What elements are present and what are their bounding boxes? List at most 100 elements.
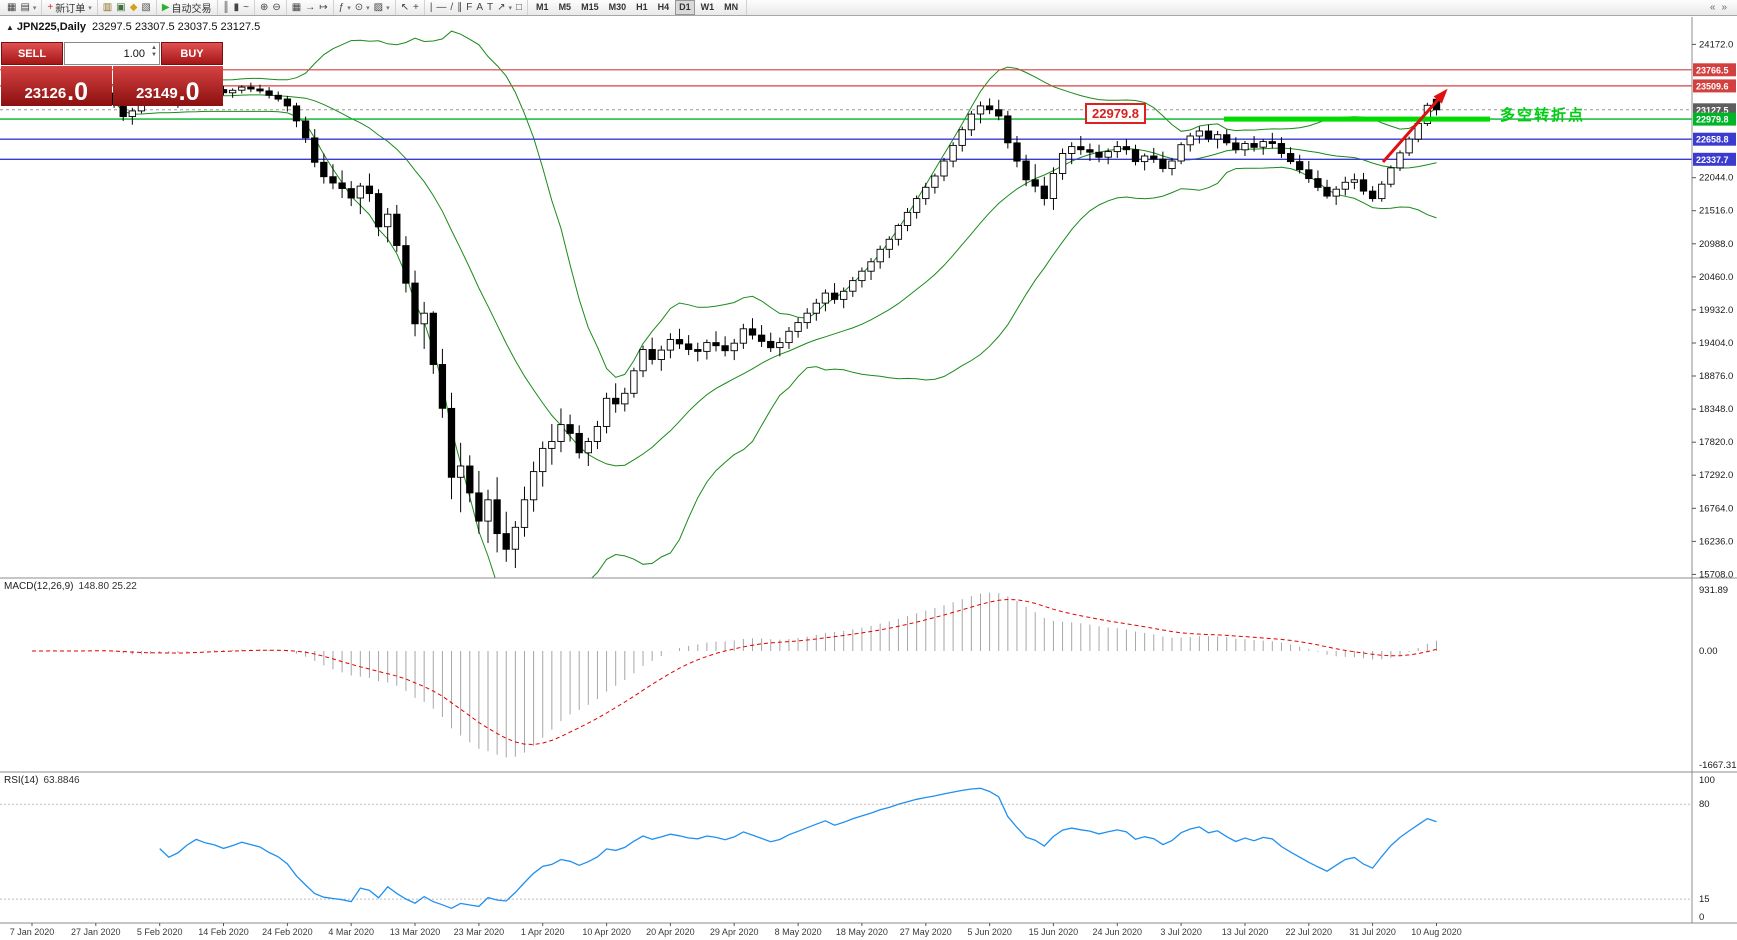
new-order-button[interactable]: + 新订单 ▾ [45,1,93,16]
svg-text:24172.0: 24172.0 [1699,39,1733,50]
horizontal-line-icon[interactable]: — [434,1,448,15]
bid-price-pips: .0 [67,78,89,106]
candlestick-series [28,80,1441,568]
scale-label-22979.8 [1693,112,1736,126]
cursor-icon: ↖ [400,1,409,13]
trendline-icon: / [450,1,454,13]
turning-point-label[interactable]: 多空转折点 [1500,107,1586,124]
macd-pane [32,592,1437,758]
zoom-in-icon[interactable]: ⊕ [258,1,270,15]
navigator-icon[interactable]: ◆ [128,1,140,15]
ask-price-button[interactable]: 23149.0 [112,66,223,106]
timeframe-m15[interactable]: M15 [581,2,599,12]
volume-stepper[interactable]: ▲ ▼ [151,45,157,59]
autotrading-button: ▶ [161,1,170,13]
stepper-up-icon[interactable]: ▲ [151,45,157,51]
chevron-down-icon[interactable]: ▾ [508,4,512,12]
breakout-arrow-head [1433,88,1448,104]
ask-price: 23149 [135,85,178,102]
data-window-icon[interactable]: ▣ [114,1,127,15]
svg-text:31 Jul 2020: 31 Jul 2020 [1349,927,1396,937]
crosshair-icon[interactable]: + [411,1,421,15]
terminal-icon[interactable]: ▧ [139,1,152,15]
svg-text:3 Jul 2020: 3 Jul 2020 [1160,927,1202,937]
svg-text:22337.7: 22337.7 [1696,155,1729,165]
svg-text:22658.8: 22658.8 [1696,135,1729,145]
stepper-down-icon[interactable]: ▼ [151,52,157,58]
chevron-down-icon[interactable]: ▾ [32,4,37,12]
chevron-down-icon[interactable]: ▾ [366,4,370,12]
line-chart-icon[interactable]: ~ [241,1,251,15]
auto-scroll-icon[interactable]: → [303,1,317,15]
toolbar-prev-icon[interactable]: « [1709,2,1716,13]
new-order-button-label: 新订单 [55,4,86,15]
timeframe-mn[interactable]: MN [724,2,739,12]
svg-text:100: 100 [1699,775,1715,786]
rsi-label: RSI(14) 63.8846 [4,775,80,786]
channel-icon[interactable]: ∥ [455,1,464,15]
svg-text:15: 15 [1699,894,1710,905]
arrow-tool-icon[interactable]: ↗ ▾ [495,1,514,15]
timeframe-w1[interactable]: W1 [700,2,715,12]
svg-text:23509.6: 23509.6 [1696,81,1729,91]
chart-shift-icon[interactable]: ↦ [317,1,329,15]
market-watch-icon: ▥ [102,1,113,13]
timeframe-m30[interactable]: M30 [608,2,627,12]
volume-value: 1.00 [123,47,145,60]
price-scale[interactable]: 24172.0 22044.0 21516.0 20988.0 20460.0 19932… [1692,39,1737,923]
timeframe-d1[interactable]: D1 [675,0,695,15]
breakout-arrow[interactable] [1381,93,1445,163]
chevron-down-icon[interactable]: ▾ [386,4,390,12]
svg-text:17292.0: 17292.0 [1699,470,1733,481]
price-callout[interactable]: 22979.8 [1085,103,1146,124]
timeframe-h1[interactable]: H1 [636,2,648,12]
chevron-down-icon[interactable]: ▾ [88,4,92,12]
new-chart-icon[interactable]: ▦ [5,1,18,15]
sell-button[interactable]: SELL [1,42,63,65]
main-toolbar: ▦ ▤ ▾ + 新订单 ▾ ▥ ▣ ◆ ▧ ▶ 自动交易 ║ ▮ ~ ⊕ ⊖ ▦ → ↦ ƒ ▾ ⊙ ▾ ▨ ▾ ↖ + | — / ∥ F A T… [0,0,1737,16]
tile-windows-icon[interactable]: ▦ [290,1,303,15]
bid-price-button[interactable]: 23126.0 [1,66,112,106]
chart-profiles-icon: ▤ [20,1,30,13]
one-click-toggle-icon[interactable]: ▲ [6,23,14,32]
candlestick-chart-icon[interactable]: ▮ [232,1,242,15]
pivot-zone-segment[interactable] [1224,116,1490,122]
indicators-icon[interactable]: ƒ ▾ [337,1,353,15]
symbol-period-label: JPN225,Daily [16,21,87,33]
bid-price: 23126 [24,85,67,102]
shapes-icon[interactable]: □ [514,1,524,15]
buy-button[interactable]: BUY [161,42,223,65]
autotrading-button-label: 自动交易 [171,4,212,15]
timeframe-h4[interactable]: H4 [657,2,670,12]
svg-text:0: 0 [1699,912,1704,923]
zoom-out-icon[interactable]: ⊖ [270,1,282,15]
bar-chart-icon[interactable]: ║ [221,1,232,15]
candlestick-chart-icon: ▮ [233,1,240,13]
toolbar-next-icon[interactable]: » [1721,2,1727,13]
fibonacci-icon[interactable]: F [464,1,474,15]
templates-icon[interactable]: ▨ ▾ [372,1,392,15]
chart-profiles-icon[interactable]: ▤ ▾ [18,1,38,15]
scale-label-23766.5 [1693,63,1736,77]
timeframe-m1[interactable]: M1 [536,2,549,12]
market-watch-icon[interactable]: ▥ [101,1,114,15]
periods-icon[interactable]: ⊙ ▾ [353,1,372,15]
svg-text:13 Jul 2020: 13 Jul 2020 [1222,927,1269,937]
label-icon[interactable]: T [485,1,495,15]
bar-chart-icon: ║ [222,1,230,13]
rsi-name: RSI(14) [4,775,39,786]
text-icon[interactable]: A [474,1,485,15]
svg-text:20988.0: 20988.0 [1699,239,1733,250]
ohlc-values: 23297.5 23307.5 23037.5 23127.5 [92,21,261,33]
autotrading-button[interactable]: ▶ 自动交易 [160,1,214,16]
volume-input[interactable]: 1.00 ▲ ▼ [64,42,160,65]
timeframe-m5[interactable]: M5 [558,2,572,12]
svg-text:16236.0: 16236.0 [1699,536,1733,547]
chevron-down-icon[interactable]: ▾ [347,4,351,12]
trendline-icon[interactable]: / [448,1,455,15]
time-axis[interactable]: 7 Jan 2020 27 Jan 2020 5 Feb 2020 14 Feb 20… [10,923,1462,937]
toolbar-right: «» [1710,2,1735,13]
cursor-icon[interactable]: ↖ [399,1,411,15]
vertical-line-icon[interactable]: | [428,1,435,15]
